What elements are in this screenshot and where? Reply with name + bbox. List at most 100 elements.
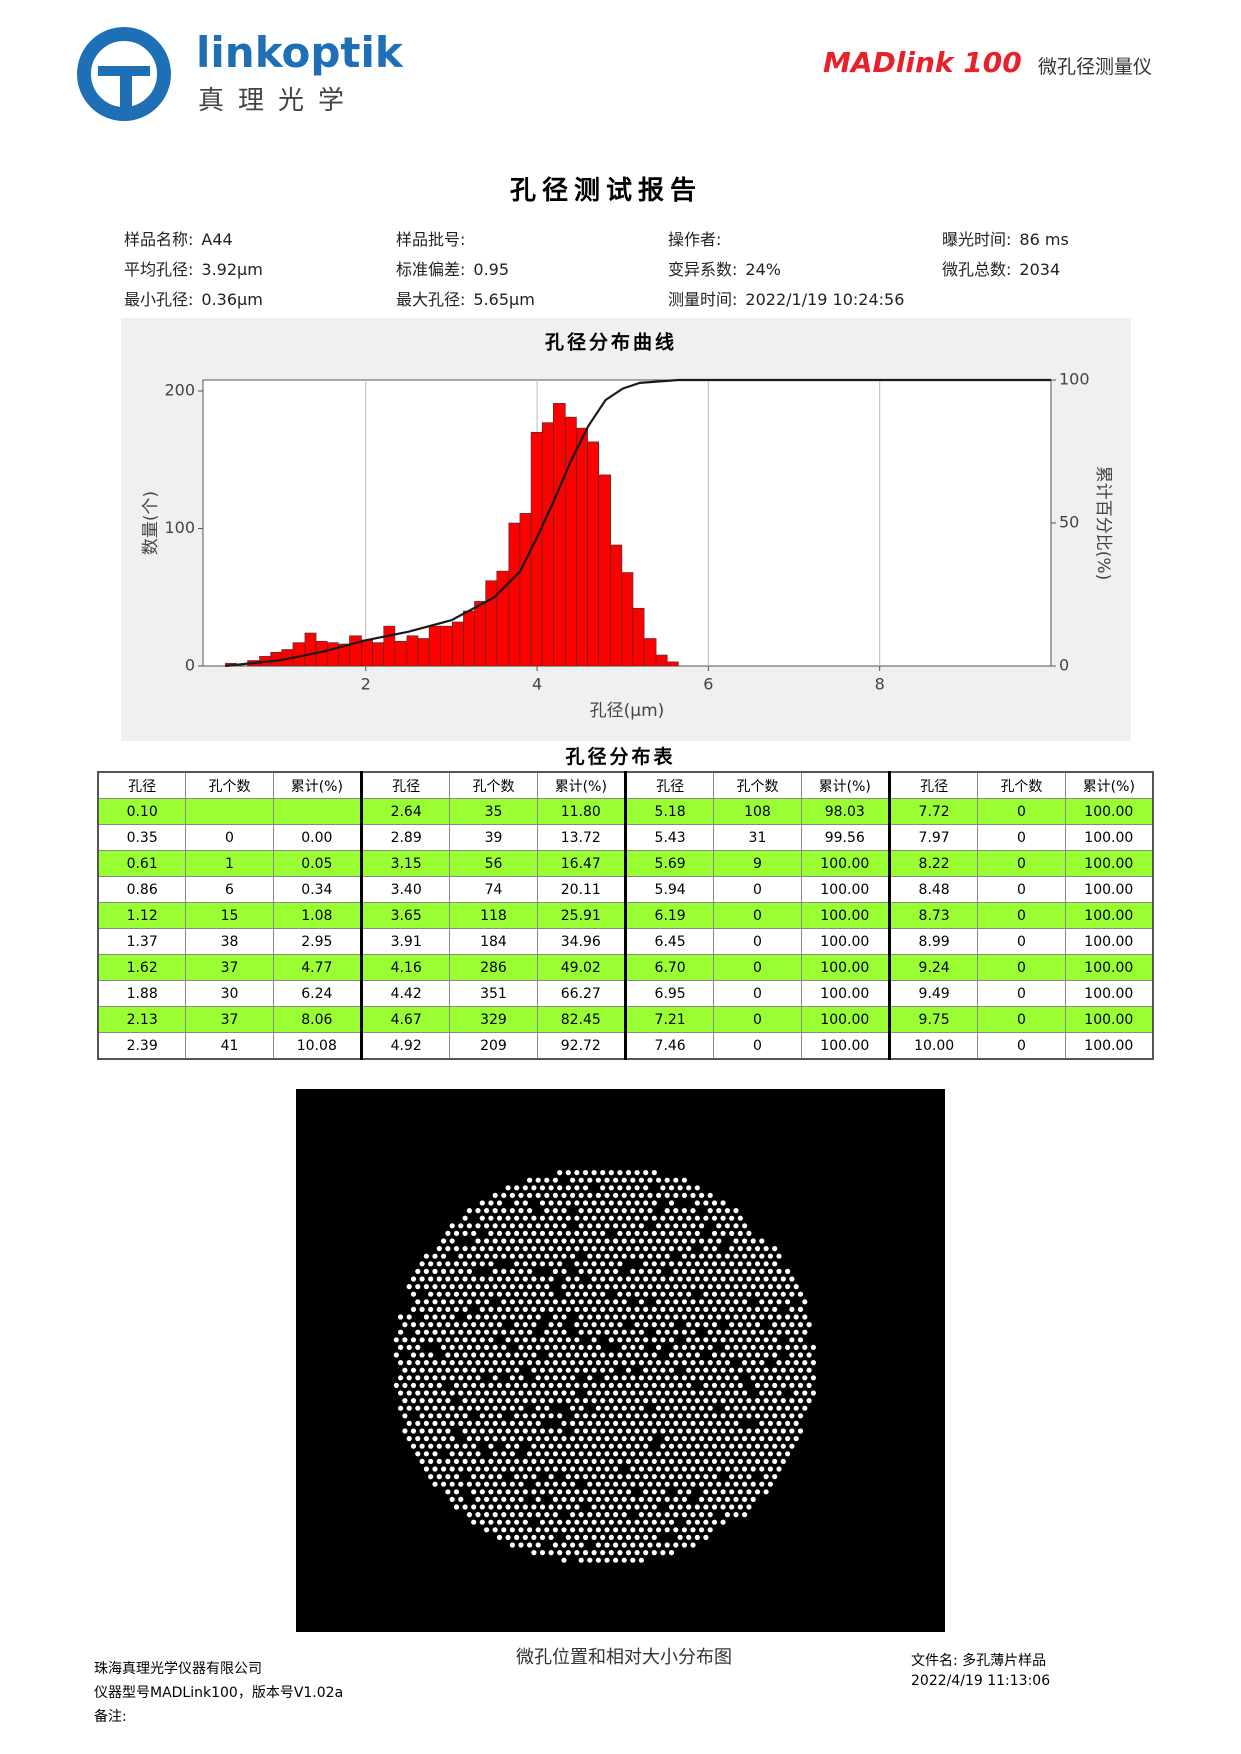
pore-dot <box>699 1496 705 1502</box>
pore-dot <box>591 1534 597 1540</box>
pore-dot <box>711 1458 718 1464</box>
pore-dot <box>557 1504 563 1510</box>
pore-dot <box>509 1542 515 1548</box>
pore-dot <box>802 1360 808 1366</box>
pore-dot <box>479 1504 485 1510</box>
pore-dot <box>505 1276 511 1282</box>
pore-dot <box>527 1344 533 1350</box>
pore-dot <box>518 1390 524 1396</box>
pore-dot <box>694 1230 700 1236</box>
pore-dot <box>651 1474 657 1480</box>
bar <box>508 522 521 667</box>
pore-dot <box>600 1246 606 1252</box>
pore-dot <box>720 1504 726 1510</box>
pore-dot <box>527 1390 533 1396</box>
pore-dot <box>561 1238 567 1244</box>
pore-dot <box>595 1451 601 1457</box>
pore-dot <box>681 1360 687 1366</box>
pore-dot <box>668 1519 675 1525</box>
pore-dot <box>746 1276 752 1282</box>
table-cell: 0 <box>977 980 1066 1007</box>
pore-dot <box>531 1489 537 1495</box>
pore-dot <box>591 1413 597 1419</box>
pore-dot <box>750 1405 756 1411</box>
table-cell: 92.72 <box>536 1032 626 1060</box>
pore-dot <box>604 1512 610 1518</box>
pore-dot <box>780 1291 786 1297</box>
pore-dot <box>570 1344 576 1350</box>
pore-dot <box>496 1322 503 1328</box>
pore-dot <box>531 1352 537 1358</box>
pore-dot <box>797 1413 804 1419</box>
table-row: 0.61 1 0.05 3.15 56 16.47 5.69 9 100.00 8.22 0 100.… <box>97 850 1154 877</box>
pore-dot <box>613 1253 619 1259</box>
pore-dot <box>582 1428 589 1434</box>
pore-dot <box>621 1314 627 1320</box>
pore-dot <box>690 1527 696 1533</box>
pore-dot <box>432 1390 438 1396</box>
pore-dot <box>707 1405 713 1411</box>
pore-dot <box>638 1527 644 1533</box>
pore-dot <box>522 1504 528 1510</box>
pore-dot <box>402 1367 408 1373</box>
pore-dot <box>531 1322 537 1328</box>
pore-dot <box>471 1246 477 1252</box>
pore-dot <box>535 1542 541 1548</box>
pore-dot <box>539 1291 546 1297</box>
pore-dot <box>475 1284 481 1290</box>
pore-dot <box>668 1246 675 1252</box>
pore-dot <box>548 1489 554 1495</box>
pore-dot <box>570 1192 576 1198</box>
pore-dot <box>462 1413 468 1419</box>
pore-dot <box>561 1344 567 1350</box>
pore-dot <box>789 1291 795 1297</box>
table-title: 孔径分布表 <box>565 746 676 768</box>
pore-dot <box>647 1208 653 1214</box>
pore-dot <box>462 1261 468 1267</box>
pore-dot <box>647 1466 653 1472</box>
pore-dot <box>544 1223 550 1229</box>
pore-dot <box>776 1344 782 1350</box>
pore-dot <box>690 1481 696 1487</box>
info-value: 2022/1/19 10:24:56 <box>745 290 905 309</box>
table-cell: 329 <box>449 1006 538 1033</box>
pore-dot <box>595 1542 601 1548</box>
pore-dot <box>608 1382 614 1388</box>
pore-dot <box>518 1542 524 1548</box>
pore-dot <box>595 1208 601 1214</box>
pore-dot <box>479 1352 485 1358</box>
table-cell: 9 <box>713 850 802 877</box>
pore-dot <box>754 1382 761 1388</box>
pore-dot <box>518 1223 524 1229</box>
info-value: 3.92μm <box>201 260 263 279</box>
pore-dot <box>604 1436 610 1442</box>
pore-dot <box>582 1170 589 1176</box>
pore-dot <box>772 1398 778 1404</box>
bar <box>587 441 600 667</box>
pore-dot <box>522 1534 528 1540</box>
pore-dot <box>522 1489 528 1495</box>
pore-dot <box>634 1215 640 1221</box>
pore-dot <box>578 1512 584 1518</box>
pore-dot <box>514 1276 520 1282</box>
pore-dot <box>514 1200 520 1206</box>
pore-dot <box>531 1230 537 1236</box>
pore-dot <box>677 1504 683 1510</box>
pore-dot <box>436 1474 442 1480</box>
info-field: 微孔总数: 2034 <box>942 256 1060 280</box>
pore-dot <box>638 1268 644 1274</box>
pore-dot <box>638 1223 644 1229</box>
pore-dot <box>406 1344 412 1350</box>
pore-dot <box>681 1466 687 1472</box>
pore-dot <box>703 1458 709 1464</box>
y-tick-label: 0 <box>185 656 195 675</box>
pore-dot <box>488 1413 494 1419</box>
pore-dot <box>565 1474 571 1480</box>
pore-dot <box>733 1375 739 1381</box>
pore-dot <box>647 1542 653 1548</box>
pore-dot <box>638 1208 644 1214</box>
pore-dot <box>767 1314 773 1320</box>
pore-dot <box>677 1398 683 1404</box>
pore-dot <box>531 1534 537 1540</box>
pore-dot <box>475 1512 481 1518</box>
